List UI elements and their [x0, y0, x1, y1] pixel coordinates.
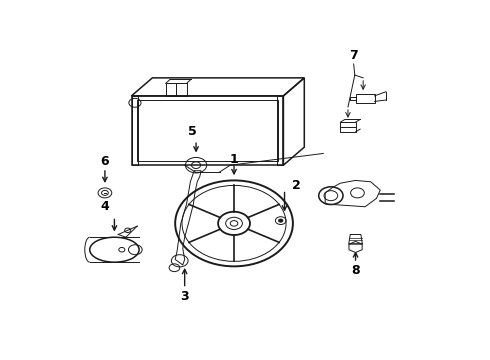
Text: 5: 5	[188, 125, 196, 138]
Circle shape	[278, 219, 283, 222]
Text: 2: 2	[292, 179, 300, 193]
Text: 3: 3	[180, 290, 189, 303]
Text: 6: 6	[100, 154, 109, 167]
Text: 7: 7	[349, 49, 358, 62]
Text: 4: 4	[100, 200, 109, 213]
Text: 8: 8	[351, 264, 360, 277]
Text: 1: 1	[230, 153, 239, 166]
